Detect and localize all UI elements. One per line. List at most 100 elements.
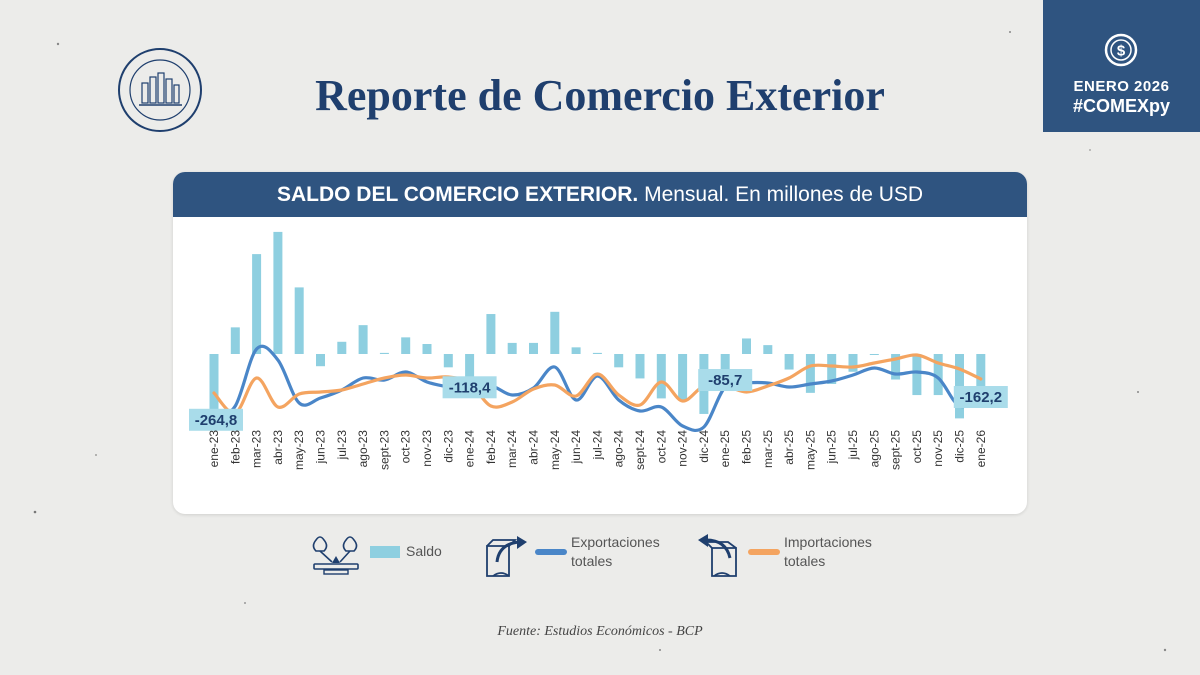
- svg-text:$: $: [1117, 43, 1126, 60]
- chart-title-bold: SALDO DEL COMERCIO EXTERIOR.: [276, 183, 639, 206]
- data-label-box: [442, 376, 497, 399]
- report-month: ENERO 2026: [1073, 78, 1170, 95]
- legend-importaciones: Importaciones totales: [696, 528, 896, 588]
- saldo-bar: [273, 231, 283, 354]
- saldo-bar: [614, 354, 624, 368]
- exports-swatch: [535, 549, 567, 555]
- saldo-bar: [635, 354, 645, 379]
- x-tick-label: abr-24: [527, 430, 541, 465]
- legend-importaciones-line1: Importaciones: [784, 534, 872, 550]
- data-label: -118,4: [449, 379, 491, 396]
- saldo-bar: [976, 354, 986, 391]
- saldo-bar: [805, 354, 815, 393]
- saldo-bar: [422, 344, 432, 354]
- x-tick-label: dic-23: [441, 430, 455, 463]
- saldo-bar: [891, 354, 901, 380]
- x-tick-label: may-24: [548, 430, 562, 470]
- x-tick-label: jul-24: [590, 430, 604, 461]
- saldo-bar: [358, 325, 368, 354]
- x-tick-label: feb-24: [484, 430, 498, 464]
- saldo-bar: [465, 354, 475, 381]
- saldo-bar: [507, 342, 517, 354]
- x-tick-label: feb-25: [740, 430, 754, 464]
- data-label-box: [953, 386, 1008, 409]
- x-tick-label: oct-23: [399, 430, 413, 464]
- export-box-icon: [486, 536, 527, 577]
- exports-line: [212, 344, 983, 433]
- x-tick-label: mar-25: [761, 430, 775, 468]
- import-box-icon: [698, 534, 737, 577]
- x-tick-label: sept-24: [633, 430, 647, 470]
- saldo-bar: [486, 314, 496, 354]
- bcp-logo: [118, 48, 202, 132]
- saldo-bar: [571, 347, 581, 354]
- x-tick-label: ene-23: [207, 430, 221, 468]
- dollar-coin-icon: $: [1104, 33, 1138, 67]
- saldo-bar: [337, 341, 347, 354]
- x-tick-label: jun-23: [314, 430, 328, 465]
- saldo-bar: [912, 354, 922, 396]
- legend-exportaciones-line2: totales: [571, 553, 613, 569]
- x-tick-label: ene-24: [463, 430, 477, 468]
- x-tick-label: sept-23: [377, 430, 391, 470]
- chart-title-rest: Mensual. En millones de USD: [638, 183, 924, 206]
- saldo-bar: [933, 354, 943, 396]
- saldo-bar: [784, 354, 794, 370]
- x-tick-label: oct-24: [654, 430, 668, 464]
- x-tick-label: jul-23: [335, 430, 349, 461]
- x-tick-label: abr-23: [271, 430, 285, 465]
- saldo-bar: [678, 354, 688, 401]
- chart-title: SALDO DEL COMERCIO EXTERIOR. Mensual. En…: [173, 172, 1027, 217]
- x-tick-label: mar-23: [250, 430, 264, 468]
- saldo-bar: [656, 354, 666, 399]
- hashtag: #COMEXpy: [1072, 96, 1171, 116]
- x-tick-label: ene-25: [718, 430, 732, 468]
- trade-balance-chart: -264,8 -118,4 -85,7 -162,2 ene-23 feb-23 mar-2…: [189, 231, 1008, 470]
- saldo-bar: [592, 352, 602, 354]
- source-note: Fuente: Estudios Económicos - BCP: [497, 624, 703, 639]
- saldo-bar: [209, 354, 219, 413]
- page-title: Reporte de Comercio Exterior: [315, 71, 885, 120]
- x-tick-label: jul-25: [846, 430, 860, 461]
- saldo-bar: [401, 337, 411, 354]
- imports-line: [212, 353, 983, 415]
- scale-money-icon: [312, 536, 359, 575]
- x-tick-label: may-25: [803, 430, 817, 470]
- saldo-swatch: [370, 546, 400, 558]
- saldo-bar: [294, 287, 304, 354]
- x-tick-label: jun-25: [825, 430, 839, 465]
- data-label: -264,8: [195, 412, 238, 429]
- x-tick-label: oct-25: [910, 430, 924, 464]
- date-badge: $ ENERO 2026 #COMEXpy: [1043, 0, 1200, 132]
- x-tick-label: nov-24: [676, 430, 690, 467]
- data-label-box: [698, 369, 753, 392]
- saldo-bar: [252, 254, 262, 354]
- saldo-bar: [379, 352, 389, 354]
- saldo-bar: [720, 354, 730, 374]
- legend-importaciones-line2: totales: [784, 553, 826, 569]
- x-tick-label: mar-24: [505, 430, 519, 468]
- saldo-bar: [443, 354, 453, 368]
- x-tick-label: sept-25: [889, 430, 903, 470]
- data-label: -162,2: [960, 389, 1003, 406]
- saldo-bar: [316, 354, 325, 367]
- x-tick-label: ene-26: [974, 430, 988, 468]
- x-tick-label: feb-23: [228, 430, 242, 464]
- data-label-box: [189, 408, 243, 431]
- saldo-bar: [230, 327, 240, 354]
- x-tick-label: dic-25: [953, 430, 967, 463]
- legend-saldo-label: Saldo: [406, 543, 442, 559]
- saldo-bar: [529, 342, 538, 354]
- legend-saldo: Saldo: [308, 528, 448, 588]
- x-tick-label: nov-25: [931, 430, 945, 467]
- saldo-bar: [827, 354, 837, 384]
- x-tick-label: nov-23: [420, 430, 434, 467]
- saldo-bar: [742, 338, 751, 354]
- x-tick-label: ago-24: [612, 430, 626, 468]
- saldo-bar: [763, 345, 773, 354]
- legend-exportaciones: Exportaciones totales: [483, 528, 673, 588]
- saldo-bar: [550, 311, 560, 354]
- x-tick-label: ago-23: [356, 430, 370, 468]
- saldo-bar: [848, 354, 858, 372]
- x-tick-label: jun-24: [569, 430, 583, 465]
